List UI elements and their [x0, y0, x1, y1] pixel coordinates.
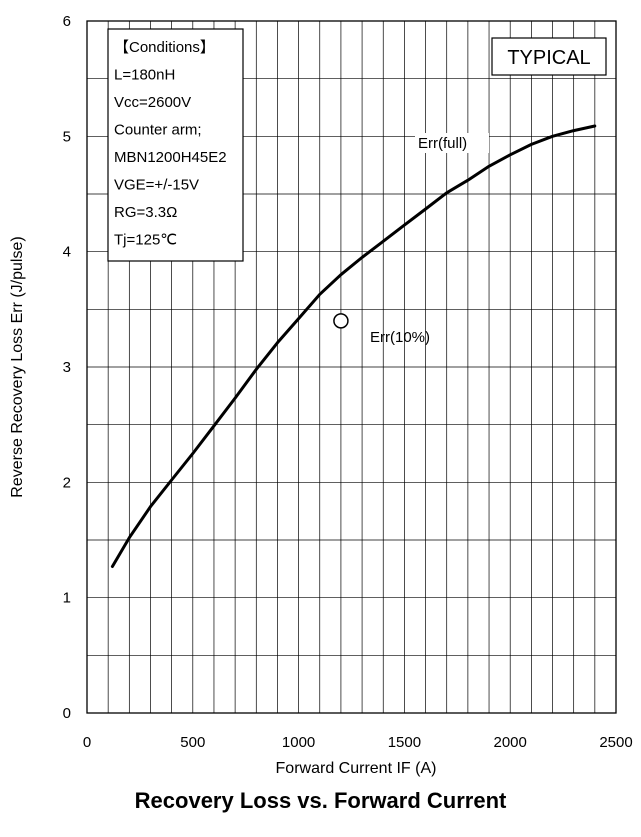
x-tick-label: 0 — [83, 734, 91, 751]
y-tick-label: 5 — [63, 128, 71, 145]
plot-frame — [86, 20, 617, 714]
figure-caption: Recovery Loss vs. Forward Current — [134, 788, 507, 813]
series-layer — [110, 124, 597, 568]
series-label-err-10: Err(10%) — [370, 329, 430, 346]
y-tick-label: 6 — [63, 13, 71, 30]
data-point-err-10 — [333, 313, 349, 329]
conditions-box: 【Conditions】 L=180nH Vcc=2600V Counter arm;… — [107, 28, 244, 262]
x-tick-label: 1500 — [388, 734, 421, 751]
condition-line: Tj=125℃ — [114, 232, 177, 249]
condition-line: 【Conditions】 — [114, 39, 215, 56]
y-axis-label: Reverse Recovery Loss Err (J/pulse) — [9, 236, 26, 497]
typical-badge: TYPICAL — [491, 37, 607, 76]
condition-line: L=180nH — [114, 67, 175, 84]
x-tick-label: 1000 — [282, 734, 315, 751]
condition-line: VGE=+/-15V — [114, 177, 199, 194]
x-tick-labels: 0 500 1000 1500 2000 2500 — [83, 734, 633, 751]
y-tick-label: 0 — [63, 705, 71, 722]
condition-line: MBN1200H45E2 — [114, 149, 227, 166]
series-line-err-full — [110, 124, 597, 568]
y-tick-labels: 0 1 2 3 4 5 6 — [63, 13, 71, 722]
y-tick-label: 3 — [63, 359, 71, 376]
x-tick-label: 500 — [180, 734, 205, 751]
chart: 0 500 1000 1500 2000 2500 0 1 2 3 4 5 6 Forward Cur… — [9, 13, 633, 777]
y-tick-label: 2 — [63, 474, 71, 491]
x-tick-label: 2000 — [494, 734, 527, 751]
condition-line: Counter arm; — [114, 122, 202, 139]
y-tick-label: 4 — [63, 244, 71, 261]
series-label-err-full: Err(full) — [418, 135, 467, 152]
condition-line: RG=3.3Ω — [114, 204, 177, 221]
condition-line: Vcc=2600V — [114, 94, 191, 111]
x-axis-label: Forward Current IF (A) — [276, 760, 437, 777]
x-tick-label: 2500 — [599, 734, 632, 751]
y-tick-label: 1 — [63, 590, 71, 607]
typical-badge-text: TYPICAL — [507, 47, 590, 69]
